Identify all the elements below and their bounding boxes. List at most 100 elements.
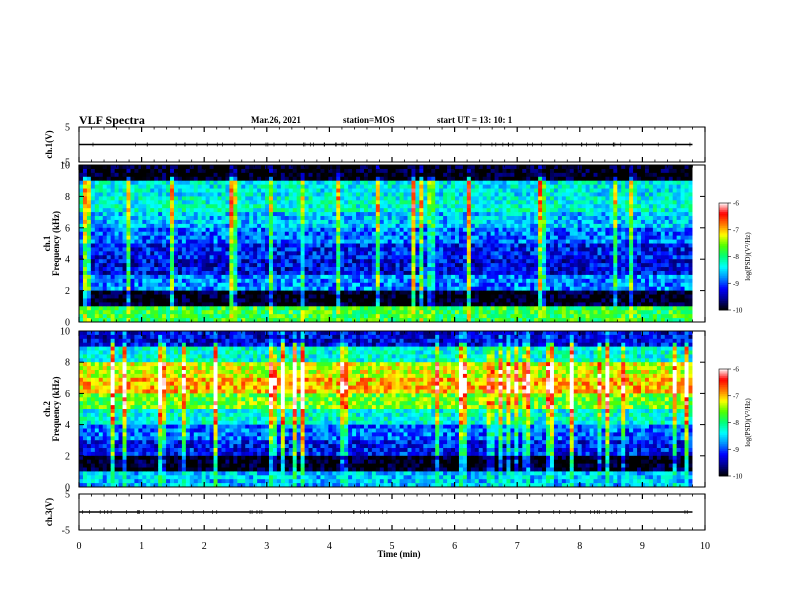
- spectrogram-cell: [427, 216, 432, 221]
- spectrogram-cell: [328, 310, 333, 315]
- spectrogram-cell: [261, 251, 266, 256]
- spectrogram-cell: [403, 192, 409, 197]
- spectrogram-cell: [98, 243, 104, 248]
- spectrogram-cell: [522, 231, 527, 237]
- spectrogram-cell: [320, 259, 325, 264]
- spectrogram-cell: [466, 196, 472, 201]
- spectrogram-cell: [458, 196, 464, 201]
- spectrogram-cell: [245, 235, 250, 241]
- spectrogram-cell: [391, 310, 397, 315]
- spectrogram-cell: [304, 290, 310, 296]
- spectrogram-cell: [296, 216, 302, 221]
- spectrogram-cell: [470, 176, 476, 182]
- spectrogram-cell: [173, 278, 179, 284]
- spectrogram-cell: [478, 278, 484, 284]
- spectrogram-cell: [383, 302, 389, 307]
- spectrogram-cell: [284, 243, 290, 248]
- spectrogram-cell: [296, 204, 302, 209]
- spectrogram-cell: [332, 298, 337, 303]
- spectrogram-cell: [383, 184, 389, 190]
- spectrogram-cell: [233, 267, 238, 272]
- spectrogram-cell: [181, 227, 187, 233]
- spectrogram-cell: [142, 208, 147, 213]
- spectrogram-cell: [300, 302, 306, 307]
- spectrogram-cell: [237, 231, 242, 237]
- spectrogram-cell: [328, 223, 333, 229]
- spectrogram-cell: [276, 184, 282, 190]
- spectrogram-cell: [486, 212, 492, 217]
- spectrogram-cell: [383, 318, 389, 323]
- spectrogram-cell: [546, 290, 551, 296]
- spectrogram-cell: [486, 251, 492, 256]
- spectrogram-cell: [379, 188, 385, 193]
- spectrogram-cell: [530, 219, 535, 225]
- spectrogram-cell: [288, 204, 294, 209]
- spectrogram-cell: [146, 278, 151, 284]
- spectrogram-cell: [276, 306, 282, 311]
- spectrogram-cell: [340, 239, 345, 244]
- spectrogram-cell: [209, 176, 215, 182]
- spectrogram-cell: [241, 274, 246, 280]
- spectrogram-cell: [312, 219, 317, 225]
- spectrogram-cell: [233, 290, 238, 296]
- spectrogram-cell: [225, 216, 230, 221]
- spectrogram-cell: [435, 219, 440, 225]
- spectrogram-cell: [296, 219, 302, 225]
- spectrogram-cell: [490, 282, 496, 288]
- spectrogram-cell: [383, 306, 389, 311]
- spectrogram-cell: [502, 306, 507, 311]
- spectrogram-cell: [284, 270, 290, 276]
- spectrogram-cell: [336, 180, 341, 186]
- spectrogram-cell: [229, 282, 234, 288]
- spectrogram-cell: [518, 216, 523, 221]
- spectrogram-cell: [439, 235, 444, 241]
- spectrogram-cell: [415, 294, 420, 299]
- spectrogram-cell: [510, 212, 515, 217]
- spectrogram-cell: [98, 216, 104, 221]
- spectrogram-cell: [106, 270, 112, 276]
- spectrogram-cell: [308, 259, 314, 264]
- spectrogram-cell: [526, 259, 531, 264]
- spectrogram-cell: [229, 298, 234, 303]
- spectrogram-cell: [522, 227, 527, 233]
- spectrogram-cell: [360, 180, 365, 186]
- spectrogram-cell: [395, 318, 401, 323]
- spectrogram-cell: [363, 251, 369, 256]
- spectrogram-cell: [312, 172, 317, 178]
- spectrogram-cell: [478, 196, 484, 201]
- spectrogram-cell: [253, 310, 258, 315]
- spectrogram-cell: [201, 239, 207, 244]
- spectrogram-cell: [106, 196, 112, 201]
- spectrogram-cell: [142, 310, 147, 315]
- spectrogram-cell: [324, 231, 329, 237]
- spectrogram-cell: [363, 223, 369, 229]
- spectrogram-cell: [229, 219, 234, 225]
- spectrogram-cell: [166, 165, 171, 170]
- date-label: Mar.26, 2021: [251, 115, 301, 125]
- spectrogram-cell: [502, 239, 507, 244]
- spectrogram-cell: [549, 188, 555, 193]
- spectrogram-cell: [181, 306, 187, 311]
- spectrogram-cell: [383, 227, 389, 233]
- spectrogram-cell: [146, 188, 151, 193]
- spectrogram-cell: [106, 278, 112, 284]
- spectrogram-cell: [502, 302, 507, 307]
- spectrogram-cell: [268, 294, 274, 299]
- spectrogram-cell: [478, 306, 484, 311]
- spectrogram-cell: [363, 255, 369, 260]
- spectrogram-cell: [399, 204, 405, 209]
- spectrogram-cell: [276, 310, 282, 315]
- spectrogram-cell: [205, 172, 211, 178]
- spectrogram-cell: [150, 263, 155, 268]
- spectrogram-cell: [435, 294, 440, 299]
- spectrogram-cell: [162, 196, 167, 201]
- spectrogram-cell: [312, 247, 317, 252]
- spectrogram-cell: [209, 200, 215, 205]
- spectrogram-cell: [518, 270, 523, 276]
- spectrogram-cell: [253, 294, 258, 299]
- spectrogram-cell: [245, 216, 250, 221]
- spectrogram-cell: [225, 180, 230, 186]
- spectrogram-cell: [90, 278, 96, 284]
- spectrogram-cell: [154, 247, 159, 252]
